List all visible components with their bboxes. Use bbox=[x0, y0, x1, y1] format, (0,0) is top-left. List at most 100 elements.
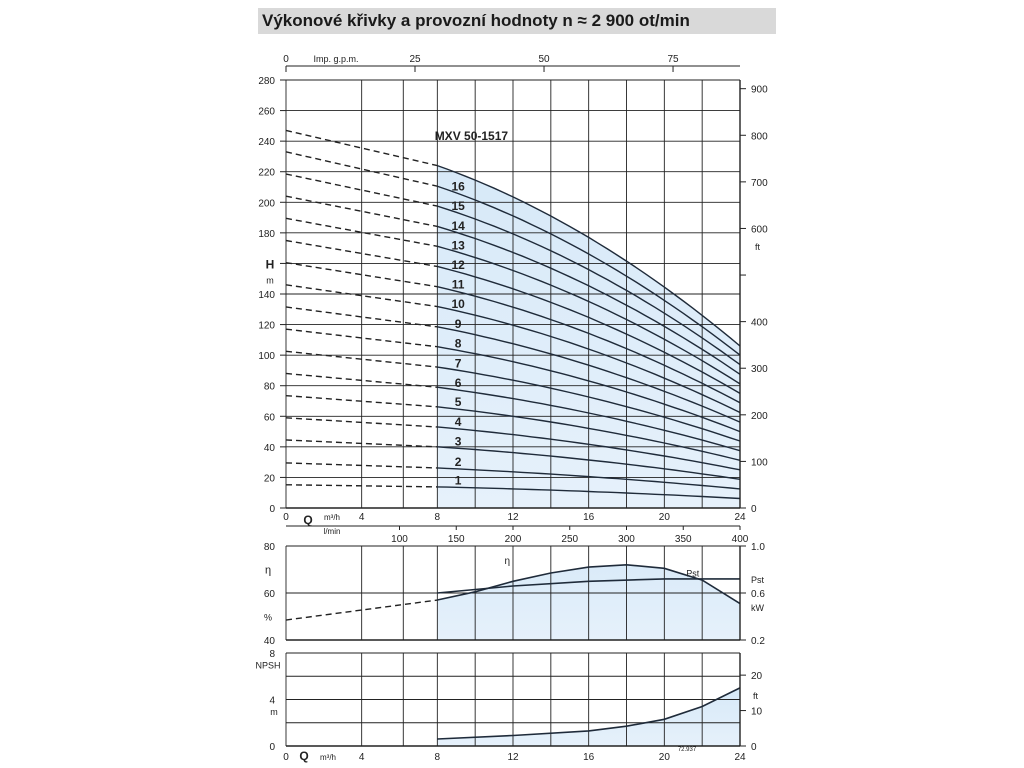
npsh-ft-label: ft bbox=[753, 691, 759, 701]
head-curve-dashed-9 bbox=[285, 306, 438, 328]
npsh-axis-symbol: NPSH bbox=[255, 661, 280, 671]
eta-curve-dashed bbox=[285, 599, 438, 621]
curve-label: 8 bbox=[455, 336, 462, 350]
x-axis-unit: m³/h bbox=[324, 513, 340, 522]
npsh-x-tick-label: 20 bbox=[659, 752, 671, 763]
eta-tick-label: 80 bbox=[264, 542, 276, 553]
y-tick-label: 0 bbox=[269, 504, 275, 515]
head-curve-dashed-15 bbox=[285, 173, 438, 207]
gpm-tick-label: 50 bbox=[538, 54, 550, 65]
model-label: MXV 50-1517 bbox=[435, 129, 509, 143]
y-tick-label: 40 bbox=[264, 443, 276, 454]
lmin-axis-unit: l/min bbox=[324, 527, 341, 536]
pst-axis-label: Pst bbox=[751, 575, 765, 585]
gpm-tick-label: 0 bbox=[283, 54, 289, 65]
lmin-tick-label: 100 bbox=[391, 534, 408, 545]
x-axis-symbol: Q bbox=[303, 513, 312, 527]
head-curve-3 bbox=[437, 446, 741, 480]
power-curve bbox=[437, 578, 740, 594]
ft-tick-label: 300 bbox=[751, 364, 768, 375]
head-curve-dashed-11 bbox=[285, 261, 438, 288]
ft-tick-label: 900 bbox=[751, 85, 768, 96]
lmin-tick-label: 150 bbox=[448, 534, 465, 545]
head-curve-5 bbox=[437, 406, 741, 461]
y-tick-label: 200 bbox=[258, 198, 275, 209]
npsh-tick-label: 8 bbox=[269, 649, 275, 660]
curve-label: 7 bbox=[455, 356, 462, 370]
x-tick-label: 16 bbox=[583, 512, 595, 523]
npsh-x-unit: m³/h bbox=[320, 753, 336, 762]
y-tick-label: 240 bbox=[258, 137, 275, 148]
curve-label: 14 bbox=[451, 219, 465, 233]
kw-tick-label: 0.6 bbox=[751, 589, 765, 600]
head-curve-4 bbox=[437, 426, 741, 471]
ft-axis-label: ft bbox=[755, 242, 761, 252]
npsh-x-tick-label: 0 bbox=[283, 752, 289, 763]
head-curve-dashed-MXV bbox=[285, 129, 438, 167]
head-curve-11 bbox=[437, 285, 741, 404]
head-curve-MXV bbox=[437, 164, 741, 347]
y-tick-label: 280 bbox=[258, 76, 275, 87]
ft-tick-label: 600 bbox=[751, 224, 768, 235]
figure-code: 72.937 bbox=[678, 747, 697, 753]
head-curve-dashed-12 bbox=[285, 239, 438, 268]
npsh-tick-label: 4 bbox=[269, 696, 275, 707]
x-tick-label: 4 bbox=[359, 512, 365, 523]
y-tick-label: 80 bbox=[264, 382, 276, 393]
y-tick-label: 20 bbox=[264, 473, 276, 484]
head-curve-dashed-2 bbox=[285, 462, 438, 469]
curve-label: 9 bbox=[455, 317, 462, 331]
lmin-tick-label: 200 bbox=[505, 534, 522, 545]
x-tick-label: 20 bbox=[659, 512, 671, 523]
head-curve-dashed-13 bbox=[285, 217, 438, 247]
head-curve-dashed-6 bbox=[285, 372, 438, 388]
ft-tick-label: 700 bbox=[751, 178, 768, 189]
curve-label: 11 bbox=[452, 278, 465, 292]
title-bar: Výkonové křivky a provozní hodnoty n ≈ 2… bbox=[258, 8, 776, 34]
head-curve-dashed-4 bbox=[285, 417, 438, 428]
eta-axis-symbol: η bbox=[265, 565, 271, 577]
npsh-ft-tick-label: 0 bbox=[751, 742, 757, 753]
lmin-tick-label: 350 bbox=[675, 534, 692, 545]
curve-label: 5 bbox=[455, 395, 462, 409]
head-curve-dashed-5 bbox=[285, 394, 438, 408]
gpm-axis-label: Imp. g.p.m. bbox=[313, 54, 358, 64]
lmin-tick-label: 400 bbox=[732, 534, 749, 545]
y-tick-label: 100 bbox=[258, 351, 275, 362]
page-title: Výkonové křivky a provozní hodnoty n ≈ 2… bbox=[262, 11, 690, 30]
kw-tick-label: 0.2 bbox=[751, 636, 765, 647]
head-curve-dashed-10 bbox=[285, 284, 438, 308]
head-curve-9 bbox=[437, 326, 741, 423]
gpm-tick-label: 25 bbox=[409, 54, 421, 65]
head-curve-1 bbox=[437, 486, 741, 500]
curve-label: 12 bbox=[451, 258, 465, 272]
curve-label: 13 bbox=[451, 238, 465, 252]
head-curve-dashed-1 bbox=[285, 484, 438, 488]
npsh-curve bbox=[437, 687, 741, 740]
npsh-x-symbol: Q bbox=[299, 749, 308, 763]
x-tick-label: 12 bbox=[507, 512, 519, 523]
eta-tick-label: 40 bbox=[264, 636, 276, 647]
head-curve-13 bbox=[437, 245, 741, 385]
x-tick-label: 24 bbox=[734, 512, 746, 523]
y-tick-label: 140 bbox=[258, 290, 275, 301]
npsh-x-tick-label: 4 bbox=[359, 752, 365, 763]
ft-tick-label: 400 bbox=[751, 318, 768, 329]
y-axis-symbol: H bbox=[266, 257, 275, 271]
y-tick-label: 180 bbox=[258, 229, 275, 240]
gpm-tick-label: 75 bbox=[667, 54, 679, 65]
npsh-ft-tick-label: 20 bbox=[751, 671, 763, 682]
head-curve-14 bbox=[437, 225, 741, 375]
y-axis-unit: m bbox=[266, 276, 274, 286]
ft-tick-label: 200 bbox=[751, 411, 768, 422]
head-curve-dashed-3 bbox=[285, 439, 438, 448]
eta-tick-label: 60 bbox=[264, 589, 276, 600]
head-curve-12 bbox=[437, 265, 741, 395]
npsh-x-tick-label: 16 bbox=[583, 752, 595, 763]
npsh-ft-tick-label: 10 bbox=[751, 707, 763, 718]
head-curve-10 bbox=[437, 305, 741, 414]
x-tick-label: 0 bbox=[283, 512, 289, 523]
curve-label: 15 bbox=[451, 199, 465, 213]
curve-label: 6 bbox=[455, 376, 462, 390]
curve-label: 4 bbox=[455, 415, 462, 429]
